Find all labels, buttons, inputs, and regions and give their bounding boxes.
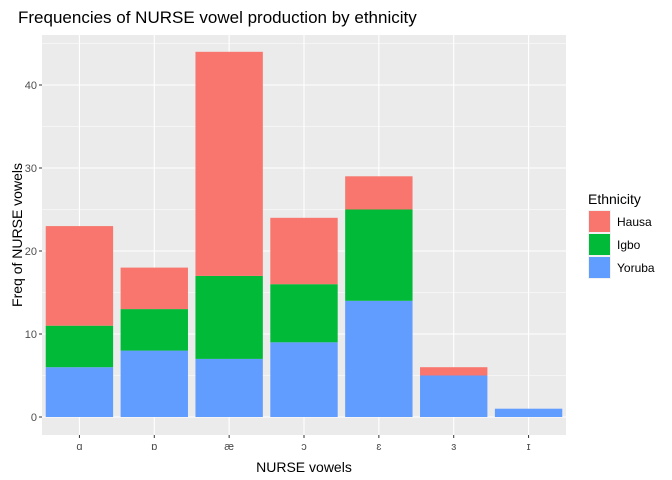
y-axis: 0 10 20 30 40: [25, 80, 42, 424]
legend-title: Ethnicity: [588, 191, 641, 207]
legend-swatch-igbo: [589, 234, 610, 255]
bar-igbo-1: [45, 325, 114, 368]
x-tick-label: ɔ: [301, 441, 307, 453]
bar-hausa-1: [45, 226, 114, 326]
x-axis-title: NURSE vowels: [256, 459, 352, 475]
bar-yoruba-5: [345, 300, 413, 417]
x-tick-label: ɪ: [527, 441, 531, 453]
legend-swatch-yoruba: [589, 257, 610, 278]
bar-yoruba-1: [45, 367, 114, 417]
bar-igbo-2: [120, 309, 188, 351]
chart-title: Frequencies of NURSE vowel production by…: [18, 8, 417, 27]
x-tick-label: ɑ: [76, 441, 82, 453]
y-tick-label: 20: [25, 246, 37, 258]
legend-swatch-hausa: [589, 211, 610, 232]
legend: Ethnicity Hausa Igbo Yoruba: [588, 191, 655, 279]
bar-igbo-4: [270, 284, 338, 343]
legend-label-hausa: Hausa: [617, 215, 652, 229]
x-tick-label: ɒ: [151, 441, 157, 453]
y-axis-title: Freq of NURSE vowels: [9, 163, 25, 307]
y-tick-label: 0: [31, 412, 37, 424]
bar-yoruba-3: [195, 358, 263, 417]
x-tick-label: ɛ: [376, 441, 381, 453]
bars: [45, 51, 563, 417]
bar-yoruba-4: [270, 342, 338, 417]
bar-yoruba-2: [120, 350, 188, 417]
x-tick-label: ɜ: [451, 441, 456, 453]
bar-yoruba-7: [494, 408, 563, 417]
bar-hausa-3: [195, 51, 263, 276]
y-tick-label: 40: [25, 80, 37, 92]
y-tick-label: 10: [25, 329, 37, 341]
bar-hausa-2: [120, 267, 188, 310]
legend-label-igbo: Igbo: [617, 238, 641, 252]
x-tick-label: æ: [224, 441, 234, 453]
bar-igbo-3: [195, 275, 263, 359]
y-tick-label: 30: [25, 163, 37, 175]
bar-hausa-4: [270, 217, 338, 285]
bar-hausa-6: [420, 367, 488, 376]
bar-yoruba-6: [420, 375, 488, 417]
bar-hausa-5: [345, 176, 413, 210]
bar-igbo-5: [345, 209, 413, 301]
legend-label-yoruba: Yoruba: [617, 261, 655, 275]
